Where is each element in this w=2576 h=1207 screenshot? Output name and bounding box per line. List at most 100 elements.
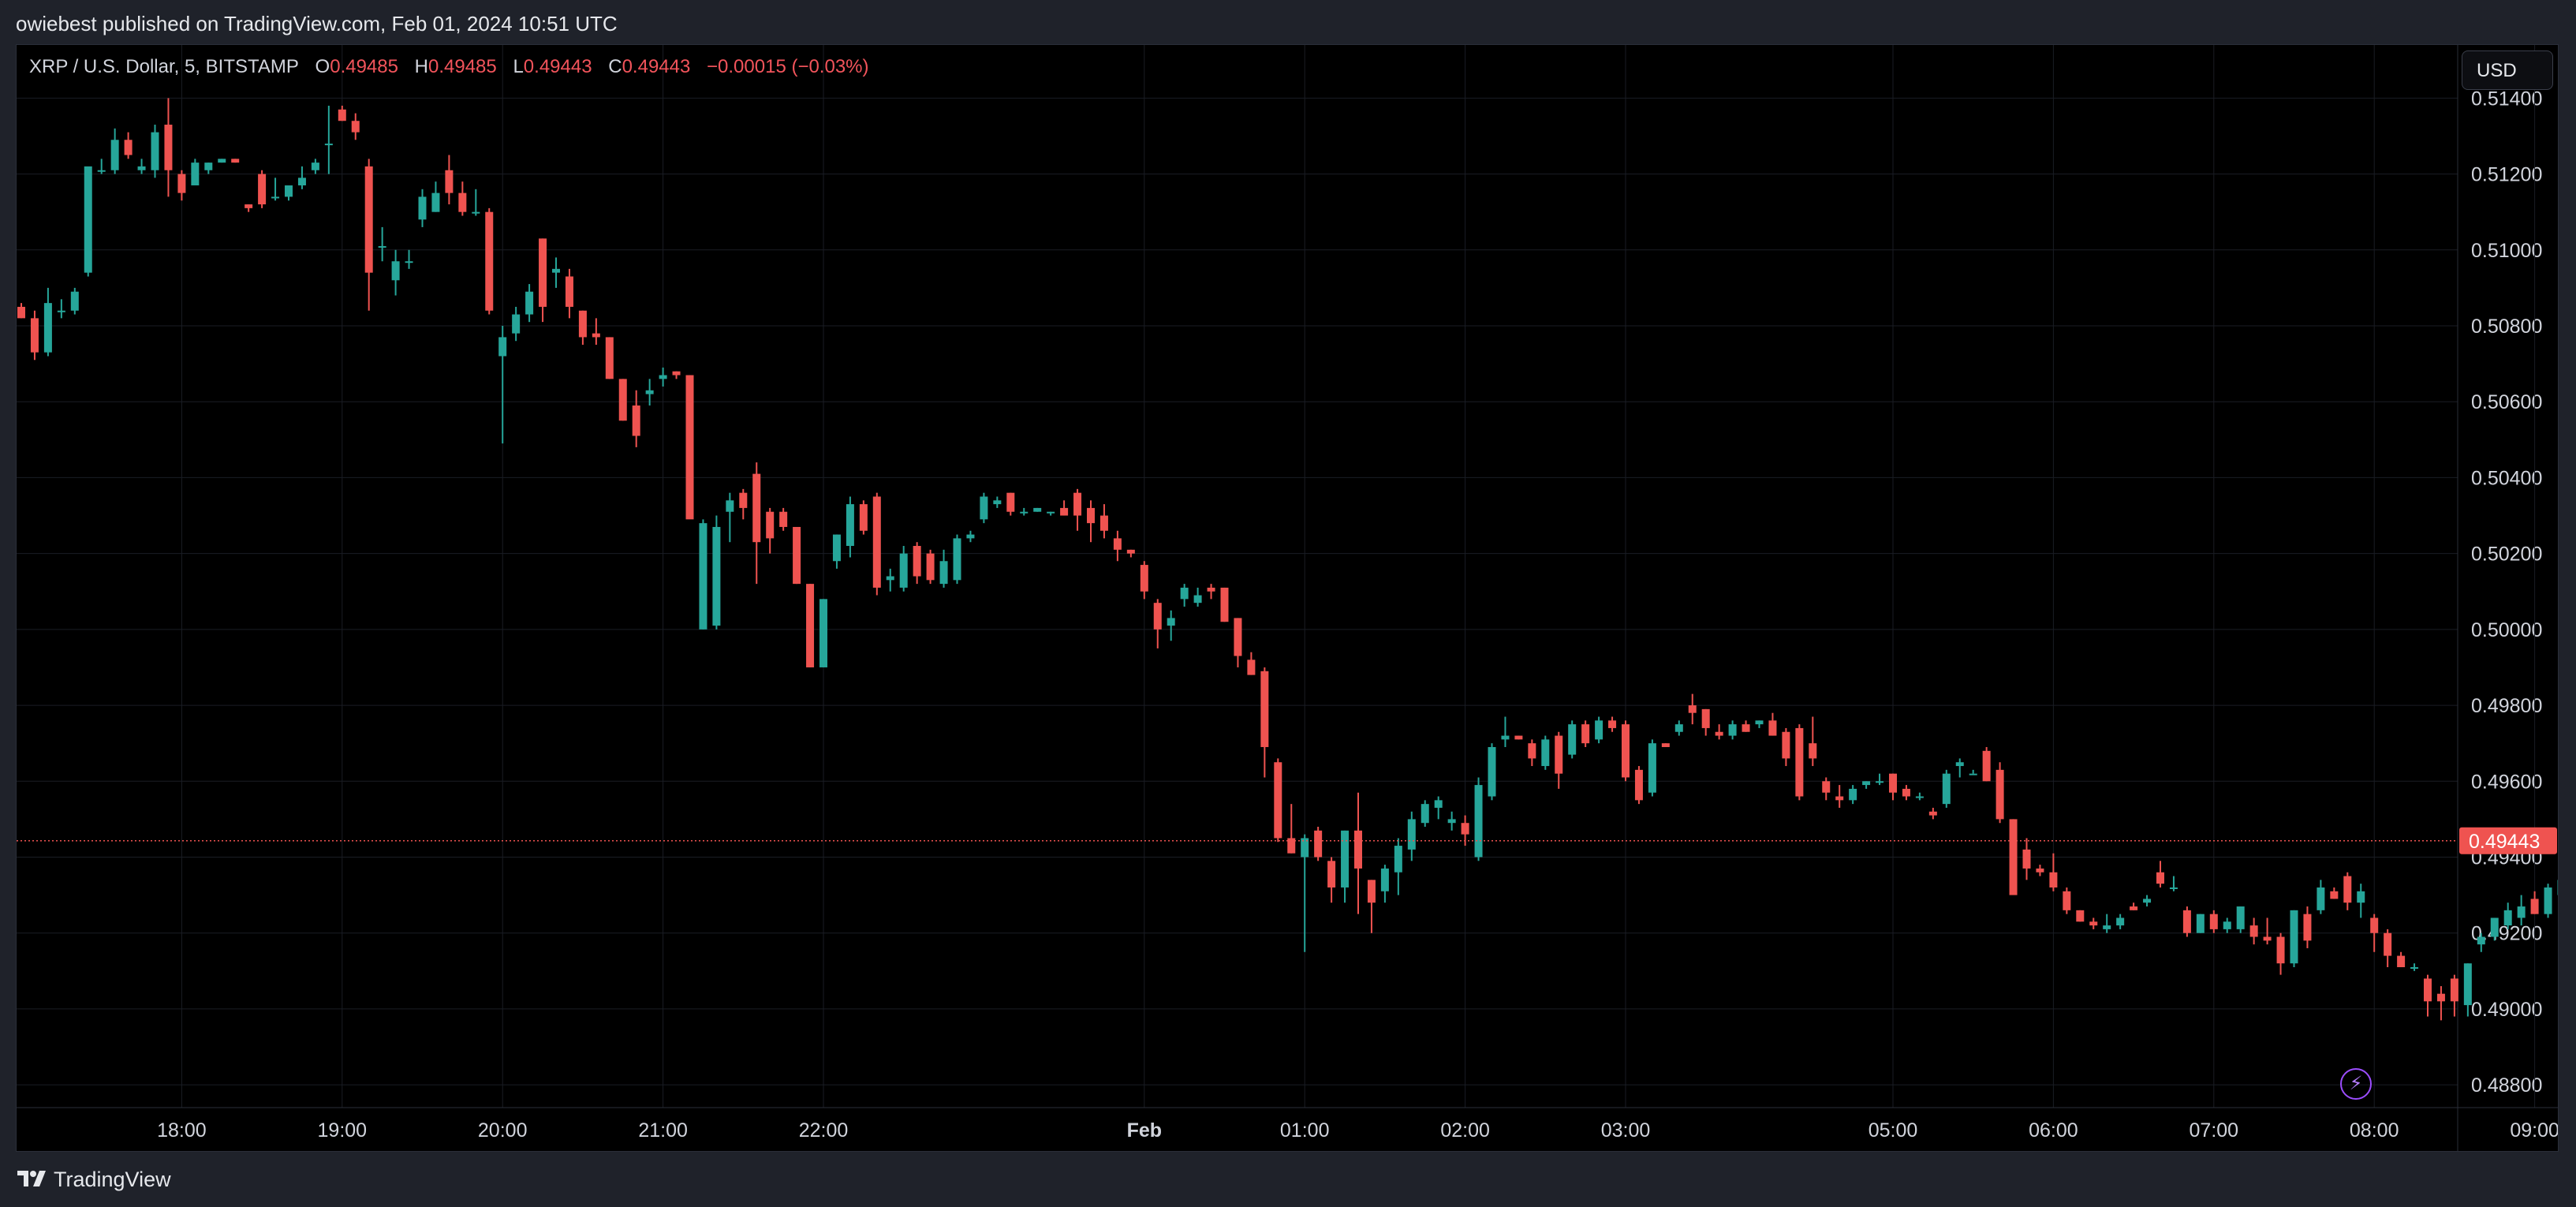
candle[interactable]	[1421, 804, 1429, 824]
candle[interactable]	[445, 170, 454, 193]
candle[interactable]	[793, 526, 801, 585]
candle[interactable]	[1087, 507, 1095, 524]
candle[interactable]	[2517, 906, 2526, 918]
candle[interactable]	[1126, 549, 1135, 554]
candle[interactable]	[2076, 910, 2085, 922]
candle[interactable]	[966, 534, 975, 539]
candle[interactable]	[1969, 773, 1977, 775]
candle[interactable]	[1982, 750, 1991, 782]
candle[interactable]	[2182, 910, 2191, 933]
candle[interactable]	[324, 144, 333, 146]
candle[interactable]	[2463, 963, 2472, 1006]
candle[interactable]	[2130, 906, 2138, 910]
candle[interactable]	[819, 599, 827, 667]
candle[interactable]	[1688, 705, 1697, 713]
candle[interactable]	[2156, 872, 2164, 884]
candle[interactable]	[297, 178, 306, 185]
last-price-badge[interactable]	[2459, 827, 2557, 854]
candle[interactable]	[2089, 921, 2098, 926]
candle[interactable]	[766, 511, 775, 539]
candle[interactable]	[1099, 515, 1108, 531]
candle[interactable]	[2544, 887, 2552, 914]
candle[interactable]	[2049, 872, 2058, 888]
candle[interactable]	[1033, 507, 1042, 512]
candle[interactable]	[886, 576, 894, 581]
candle[interactable]	[605, 337, 614, 379]
candle[interactable]	[2116, 917, 2125, 926]
candle[interactable]	[2397, 955, 2406, 968]
candle[interactable]	[1073, 492, 1082, 516]
candle[interactable]	[699, 523, 707, 630]
candle[interactable]	[311, 163, 319, 170]
candle[interactable]	[177, 174, 186, 193]
candle[interactable]	[953, 538, 961, 581]
candle[interactable]	[592, 333, 600, 338]
candle[interactable]	[1247, 660, 1256, 675]
lightning-bolt-icon[interactable]: ⚡	[2340, 1068, 2372, 1100]
candle[interactable]	[2370, 917, 2379, 933]
candle[interactable]	[806, 584, 815, 667]
candle[interactable]	[1849, 788, 1857, 801]
candle[interactable]	[1902, 788, 1910, 797]
candle[interactable]	[685, 375, 694, 520]
candle[interactable]	[2276, 936, 2285, 964]
candle[interactable]	[739, 492, 748, 508]
candle[interactable]	[1274, 762, 1282, 839]
candle[interactable]	[431, 192, 440, 212]
candle[interactable]	[2436, 993, 2445, 1002]
candle[interactable]	[1006, 492, 1015, 512]
candle[interactable]	[726, 500, 734, 512]
candle[interactable]	[2143, 899, 2152, 903]
candle[interactable]	[2063, 891, 2071, 910]
candle[interactable]	[418, 196, 427, 220]
candle[interactable]	[1180, 587, 1189, 600]
candle[interactable]	[2249, 925, 2258, 937]
candle[interactable]	[779, 511, 788, 527]
candle[interactable]	[2022, 849, 2031, 869]
candle[interactable]	[980, 496, 988, 520]
candle[interactable]	[258, 174, 267, 205]
plot-area[interactable]	[17, 45, 2458, 1108]
candle[interactable]	[2450, 978, 2458, 1002]
candle[interactable]	[2477, 936, 2485, 945]
candle[interactable]	[2317, 887, 2325, 910]
chart-panel[interactable]: 0.48800 0.49000 0.49200 0.49400 0.49600 0.498…	[16, 44, 2559, 1152]
candle[interactable]	[1260, 671, 1269, 747]
candle[interactable]	[57, 310, 65, 312]
candle[interactable]	[512, 314, 521, 334]
candle[interactable]	[913, 546, 921, 577]
candle[interactable]	[204, 163, 213, 170]
candle[interactable]	[1595, 720, 1603, 740]
candle[interactable]	[391, 261, 400, 281]
candle[interactable]	[1488, 746, 1496, 797]
candle[interactable]	[645, 390, 654, 394]
candle[interactable]	[338, 109, 346, 121]
candle[interactable]	[859, 504, 868, 531]
candle[interactable]	[1354, 830, 1362, 869]
candle[interactable]	[672, 371, 681, 376]
candle[interactable]	[1140, 565, 1148, 592]
candle[interactable]	[124, 140, 133, 155]
candle[interactable]	[1407, 819, 1416, 850]
candle[interactable]	[939, 561, 948, 585]
candle[interactable]	[2263, 936, 2272, 941]
candle[interactable]	[752, 473, 761, 543]
candle[interactable]	[1113, 538, 1122, 550]
candle[interactable]	[1514, 735, 1523, 740]
candle[interactable]	[1380, 868, 1389, 891]
candle[interactable]	[1020, 511, 1029, 514]
candle[interactable]	[2410, 967, 2419, 970]
candle[interactable]	[1755, 720, 1764, 725]
candle[interactable]	[2503, 910, 2512, 926]
candle[interactable]	[1955, 762, 1964, 767]
candle[interactable]	[1447, 819, 1456, 824]
tradingview-brand-text[interactable]: TradingView	[54, 1168, 171, 1191]
candle[interactable]	[712, 526, 721, 626]
candle[interactable]	[70, 291, 79, 311]
candle[interactable]	[84, 166, 92, 273]
candle[interactable]	[1220, 587, 1229, 622]
candle[interactable]	[632, 405, 640, 436]
candle[interactable]	[872, 496, 881, 588]
candle[interactable]	[2357, 891, 2365, 903]
candle[interactable]	[1060, 507, 1069, 516]
